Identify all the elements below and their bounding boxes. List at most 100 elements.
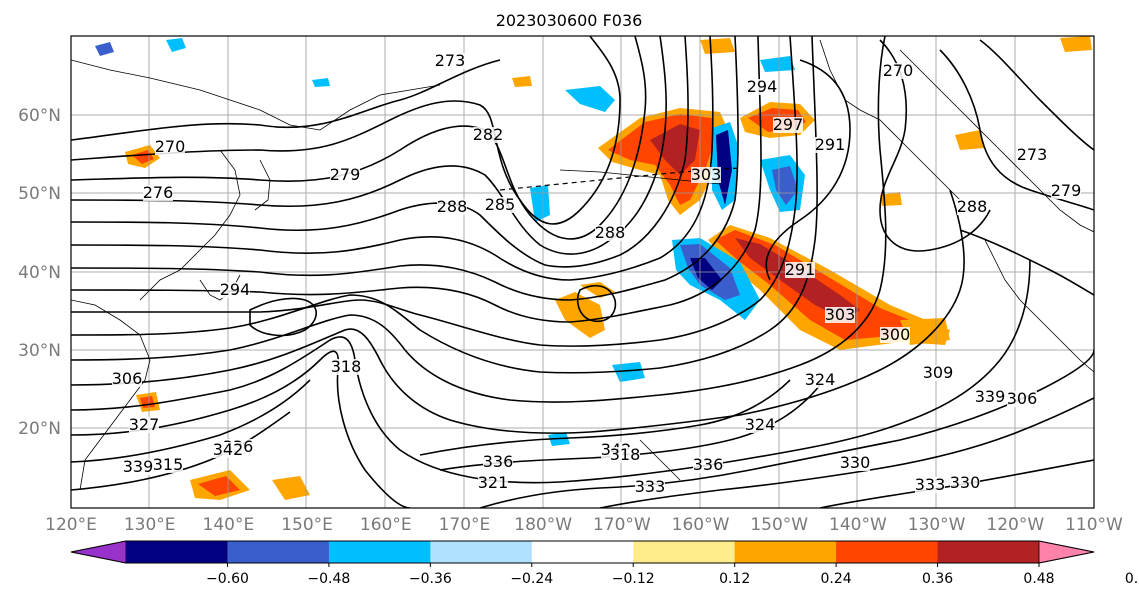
contour-label: 270: [883, 61, 914, 80]
contour-label-bg: [483, 454, 513, 470]
contour-label: 324: [745, 415, 776, 434]
contour-label-bg: [595, 225, 625, 241]
contour-label: 318: [331, 357, 362, 376]
contour-label: 282: [473, 125, 504, 144]
contour-label-bg: [610, 447, 640, 463]
lon-label: 170°W: [593, 515, 651, 535]
colorbar-label: −0.36: [409, 571, 452, 587]
contour-label: 294: [220, 280, 251, 299]
contour-label: 318: [610, 445, 641, 464]
contour-label: 288: [437, 197, 468, 216]
colorbar-segment: [328, 541, 431, 563]
contour-label: 339: [975, 387, 1006, 406]
lon-label: 120°W: [986, 515, 1044, 535]
colorbar-label: 0.60: [1125, 571, 1139, 587]
shade-orange-170: [555, 292, 605, 338]
colorbar-label: 0.24: [821, 571, 852, 587]
colorbar-label: −0.60: [206, 571, 249, 587]
shade-navy-jet: [690, 258, 722, 290]
shade-blue-tl2: [166, 38, 186, 52]
shade-blue-ctr: [565, 86, 615, 112]
lon-label: 140°W: [829, 515, 887, 535]
contour-label-bg: [435, 53, 465, 69]
contour-label: 291: [815, 135, 846, 154]
contour-label: 294: [747, 77, 778, 96]
colorbar-segment: [633, 541, 736, 563]
contour-label: 333: [635, 477, 666, 496]
lon-label: 150°W: [750, 515, 808, 535]
latitude-labels: 60°N 50°N 40°N 30°N 20°N: [18, 106, 61, 439]
contour-label: 291: [785, 260, 816, 279]
shade-blue-s2: [612, 362, 645, 382]
contour-label: 303: [691, 165, 722, 184]
contour-label-bg: [773, 117, 803, 133]
contour-label-bg: [815, 137, 845, 153]
contour-label: 306: [1007, 389, 1038, 408]
lon-label: 130°E: [124, 515, 176, 535]
colorbar-extend-left: [70, 540, 127, 564]
contour-label: 279: [330, 165, 361, 184]
contour-label: 330: [950, 473, 981, 492]
contour-label: 306: [112, 369, 143, 388]
contour-label-bg: [330, 167, 360, 183]
contour-label: 297: [773, 115, 804, 134]
contour-label: 342: [213, 440, 244, 459]
contour-label-bg: [745, 417, 775, 433]
contour-label-bg: [747, 79, 777, 95]
contour-label-bg: [1051, 183, 1081, 199]
contour-label: 273: [1017, 145, 1048, 164]
shade-blue-tl3: [312, 78, 330, 87]
contour-labels: 273 294 270 270 276 279 282 285 288 288 291 291 297 3…: [112, 51, 1082, 496]
contour-label: 288: [957, 197, 988, 216]
contour-label-bg: [112, 371, 142, 387]
contour-label-bg: [123, 459, 153, 475]
contour-label: 330: [840, 453, 871, 472]
dashed-contours: [499, 167, 741, 191]
colorbar-label: −0.48: [307, 571, 350, 587]
graticule: [71, 36, 1094, 508]
lon-label: 110°W: [1065, 515, 1123, 535]
colorbar-segment: [836, 541, 939, 563]
contour-label: 276: [143, 183, 174, 202]
contour-label-bg: [635, 479, 665, 495]
contour-label-bg: [915, 477, 945, 493]
shade-orange-ne2: [955, 130, 985, 150]
colorbar-segment: [430, 541, 533, 563]
contour-label: 336: [693, 455, 724, 474]
colorbar-label: 0.48: [1023, 571, 1054, 587]
shade-blue-top: [760, 56, 795, 72]
colorbar-label: −0.24: [510, 571, 553, 587]
colorbar-segment: [126, 541, 228, 563]
contour-label: 309: [923, 363, 954, 382]
colorbar-segment: [227, 541, 330, 563]
lon-label: 160°W: [672, 515, 730, 535]
contour-label-bg: [923, 365, 953, 381]
contour-label: 288: [595, 223, 626, 242]
shade-orange-top2: [512, 76, 532, 87]
contour-label-bg: [478, 475, 508, 491]
contour-label-bg: [950, 475, 980, 491]
colorbar-segment: [734, 541, 837, 563]
contour-label: 279: [1051, 181, 1082, 200]
contour-lines: [71, 36, 1094, 508]
contour-label: 270: [155, 137, 186, 156]
contour-label: 327: [129, 415, 160, 434]
contour-label-bg: [143, 185, 173, 201]
contour-label: 333: [915, 475, 946, 494]
contour-label-bg: [155, 139, 185, 155]
lon-label: 130°W: [908, 515, 966, 535]
lon-label: 140°E: [203, 515, 255, 535]
contour-label-bg: [883, 63, 913, 79]
shade-orange-top: [700, 38, 735, 54]
shade-orange-sw2: [272, 476, 310, 500]
contour-label-bg: [485, 197, 515, 213]
contour-label-bg: [153, 457, 183, 473]
colorbar: −0.60 −0.48 −0.36 −0.24 −0.12 0.12 0.24 0.36 0.4…: [70, 540, 1139, 587]
shade-blue-tl1: [95, 42, 114, 56]
lat-label: 20°N: [18, 419, 61, 439]
contour-label-bg: [880, 327, 910, 343]
contour-label-bg: [220, 282, 250, 298]
longitude-labels: 120°E 130°E 140°E 150°E 160°E 170°E 180°W 170°W…: [45, 515, 1123, 535]
contour-label-bg: [691, 167, 721, 183]
